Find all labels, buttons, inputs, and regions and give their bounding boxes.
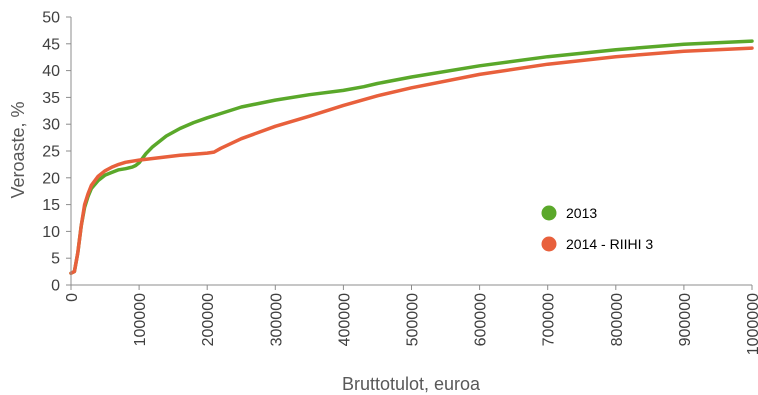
legend-marker-2014 [541,236,557,252]
ticks-layer: 0 5 10 15 20 25 30 35 40 45 50 0 100000 200000 300000 4… [42,10,758,356]
y-tick-label: 25 [42,144,60,161]
x-tick-label: 1000000 [745,293,758,355]
y-tick-label: 45 [42,36,60,53]
y-tick-label: 15 [42,197,60,214]
y-tick-label: 30 [42,117,60,134]
y-tick-label: 50 [42,10,60,27]
x-tick-label: 400000 [336,293,353,346]
series-layer [69,39,754,275]
x-tick-label: 800000 [609,293,626,346]
x-tick-label: 500000 [405,293,422,346]
x-tick-label: 0 [64,293,81,302]
y-tick-label: 20 [42,170,60,187]
y-tick-label: 10 [42,224,60,241]
x-tick-label: 100000 [132,293,149,346]
legend-marker-2013 [541,205,557,221]
legend-label-2014: 2014 - RIIHI 3 [566,236,653,252]
legend-label-2013: 2013 [566,205,597,221]
legend: 2013 2014 - RIIHI 3 [541,205,653,252]
y-tick-label: 5 [51,251,60,268]
x-tick-label: 300000 [268,293,285,346]
x-tick-label: 600000 [473,293,490,346]
x-tick-label: 200000 [200,293,217,346]
y-tick-label: 0 [51,278,60,295]
y-tick-label: 40 [42,63,60,80]
y-axis-title: Veroaste, % [8,101,28,198]
x-axis-title: Bruttotulot, euroa [342,374,481,394]
x-tick-label: 900000 [677,293,694,346]
y-tick-label: 35 [42,90,60,107]
series-line-2014 [69,46,754,275]
x-tick-label: 700000 [541,293,558,346]
